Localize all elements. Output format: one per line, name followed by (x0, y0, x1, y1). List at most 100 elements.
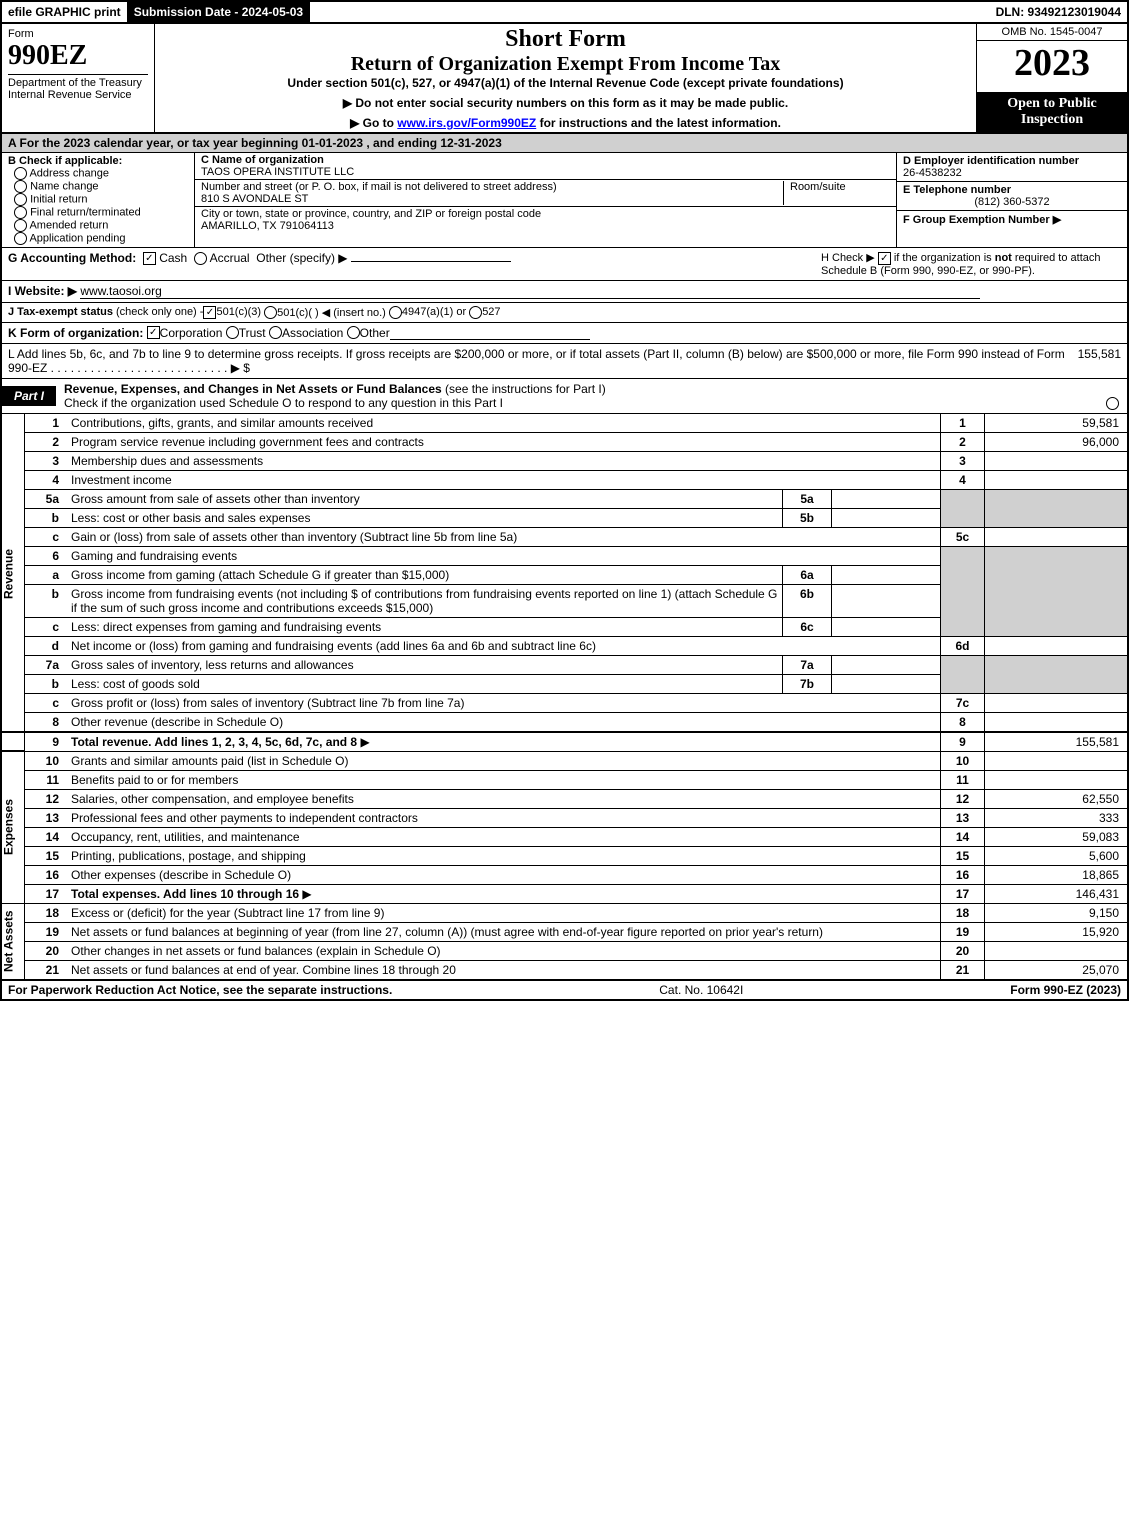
line-8-val (985, 712, 1129, 732)
b-initial[interactable]: Initial return (14, 193, 188, 206)
line-7c-num: c (25, 693, 68, 712)
line-16-val: 18,865 (985, 865, 1129, 884)
h-check[interactable] (878, 252, 891, 265)
line-10-val (985, 751, 1129, 770)
line-18-desc: Excess or (deficit) for the year (Subtra… (71, 906, 384, 920)
line-6b-subnum: 6b (783, 584, 832, 617)
ein-value: 26-4538232 (903, 167, 962, 179)
title-short-form: Short Form (161, 26, 970, 53)
k-assoc-radio[interactable] (269, 326, 282, 339)
line-6a-subval (832, 565, 941, 584)
line-3-num: 3 (25, 451, 68, 470)
line-5a-subval (832, 489, 941, 508)
b-final[interactable]: Final return/terminated (14, 206, 188, 219)
open-inspection: Open to Public Inspection (977, 92, 1127, 132)
line-5a-num: 5a (25, 489, 68, 508)
section-a: A For the 2023 calendar year, or tax yea… (0, 134, 1129, 153)
line-12-val: 62,550 (985, 789, 1129, 808)
form-header: Form 990EZ Department of the Treasury In… (0, 24, 1129, 134)
h-schedule-b: H Check ▶ if the organization is not req… (821, 251, 1121, 277)
line-20-rnum: 20 (941, 941, 985, 960)
part-i-check[interactable] (1106, 397, 1119, 410)
header-mid: Short Form Return of Organization Exempt… (155, 24, 976, 132)
section-b: B Check if applicable: Address change Na… (2, 153, 194, 247)
line-6c-desc: Less: direct expenses from gaming and fu… (71, 620, 381, 634)
line-7c-val (985, 693, 1129, 712)
line-6b-subval (832, 584, 941, 617)
line-4-num: 4 (25, 470, 68, 489)
b-addr-change[interactable]: Address change (14, 167, 188, 180)
line-7a-desc: Gross sales of inventory, less returns a… (71, 658, 354, 672)
footer-left: For Paperwork Reduction Act Notice, see … (8, 983, 392, 997)
j-4947-radio[interactable] (389, 306, 402, 319)
line-21-rnum: 21 (941, 960, 985, 979)
line-18-val: 9,150 (985, 903, 1129, 922)
subtitle-link-row: ▶ Go to www.irs.gov/Form990EZ for instru… (161, 116, 970, 130)
line-6c-subnum: 6c (783, 617, 832, 636)
line-6a-desc: Gross income from gaming (attach Schedul… (71, 568, 449, 582)
line-5a-subnum: 5a (783, 489, 832, 508)
dept-label: Department of the Treasury Internal Reve… (8, 74, 148, 101)
k-other-radio[interactable] (347, 326, 360, 339)
c-city-lbl: City or town, state or province, country… (201, 208, 541, 220)
line-7b-desc: Less: cost of goods sold (71, 677, 200, 691)
line-19-rnum: 19 (941, 922, 985, 941)
part-i-tab: Part I (2, 386, 56, 406)
g-accounting: G Accounting Method: Cash Accrual Other … (8, 251, 821, 277)
line-6b-num: b (25, 584, 68, 617)
line-5b-desc: Less: cost or other basis and sales expe… (71, 511, 310, 525)
line-7b-subval (832, 674, 941, 693)
website-value[interactable]: www.taosoi.org (80, 284, 980, 299)
g-accrual-radio[interactable] (194, 252, 207, 265)
lines-table: Revenue 1 Contributions, gifts, grants, … (0, 414, 1129, 980)
part-i-title: Revenue, Expenses, and Changes in Net As… (64, 382, 442, 396)
line-7c-rnum: 7c (941, 693, 985, 712)
line-21-desc: Net assets or fund balances at end of ye… (71, 963, 456, 977)
g-cash-check[interactable] (143, 252, 156, 265)
line-15-rnum: 15 (941, 846, 985, 865)
line-9-rnum: 9 (941, 732, 985, 752)
line-6a-num: a (25, 565, 68, 584)
form-word: Form (8, 28, 148, 40)
line-16-desc: Other expenses (describe in Schedule O) (71, 868, 291, 882)
j-501c3-check[interactable] (203, 306, 216, 319)
e-tel-lbl: E Telephone number (903, 184, 1011, 196)
k-trust-radio[interactable] (226, 326, 239, 339)
line-10-desc: Grants and similar amounts paid (list in… (71, 754, 348, 768)
line-5c-desc: Gain or (loss) from sale of assets other… (71, 530, 517, 544)
line-5b-subnum: 5b (783, 508, 832, 527)
line-6d-desc: Net income or (loss) from gaming and fun… (71, 639, 596, 653)
line-7a-num: 7a (25, 655, 68, 674)
i-website-row: I Website: ▶ www.taosoi.org (0, 281, 1129, 303)
k-corp-check[interactable] (147, 326, 160, 339)
line-18-num: 18 (25, 903, 68, 922)
header-right: OMB No. 1545-0047 2023 Open to Public In… (976, 24, 1127, 132)
line-6b-desc: Gross income from fundraising events (no… (71, 587, 777, 615)
irs-link[interactable]: www.irs.gov/Form990EZ (397, 116, 536, 130)
line-11-rnum: 11 (941, 770, 985, 789)
line-5c-val (985, 527, 1129, 546)
room-suite-lbl: Room/suite (783, 181, 890, 205)
line-6c-subval (832, 617, 941, 636)
line-4-rnum: 4 (941, 470, 985, 489)
b-amended[interactable]: Amended return (14, 219, 188, 232)
line-21-val: 25,070 (985, 960, 1129, 979)
b-pending[interactable]: Application pending (14, 232, 188, 245)
line-8-desc: Other revenue (describe in Schedule O) (71, 715, 283, 729)
line-3-rnum: 3 (941, 451, 985, 470)
line-3-val (985, 451, 1129, 470)
j-501c-radio[interactable] (264, 306, 277, 319)
efile-label[interactable]: efile GRAPHIC print (2, 2, 128, 22)
goto-suffix: for instructions and the latest informat… (536, 116, 781, 130)
subtitle-ssn: ▶ Do not enter social security numbers o… (161, 96, 970, 110)
line-12-rnum: 12 (941, 789, 985, 808)
line-1-val: 59,581 (985, 414, 1129, 433)
part-i-note: (see the instructions for Part I) (442, 382, 606, 396)
line-2-desc: Program service revenue including govern… (71, 435, 424, 449)
goto-prefix: ▶ Go to (350, 116, 397, 130)
c-name-lbl: C Name of organization (201, 154, 324, 166)
j-527-radio[interactable] (469, 306, 482, 319)
org-name: TAOS OPERA INSTITUTE LLC (201, 166, 354, 178)
b-name-change[interactable]: Name change (14, 180, 188, 193)
line-14-num: 14 (25, 827, 68, 846)
